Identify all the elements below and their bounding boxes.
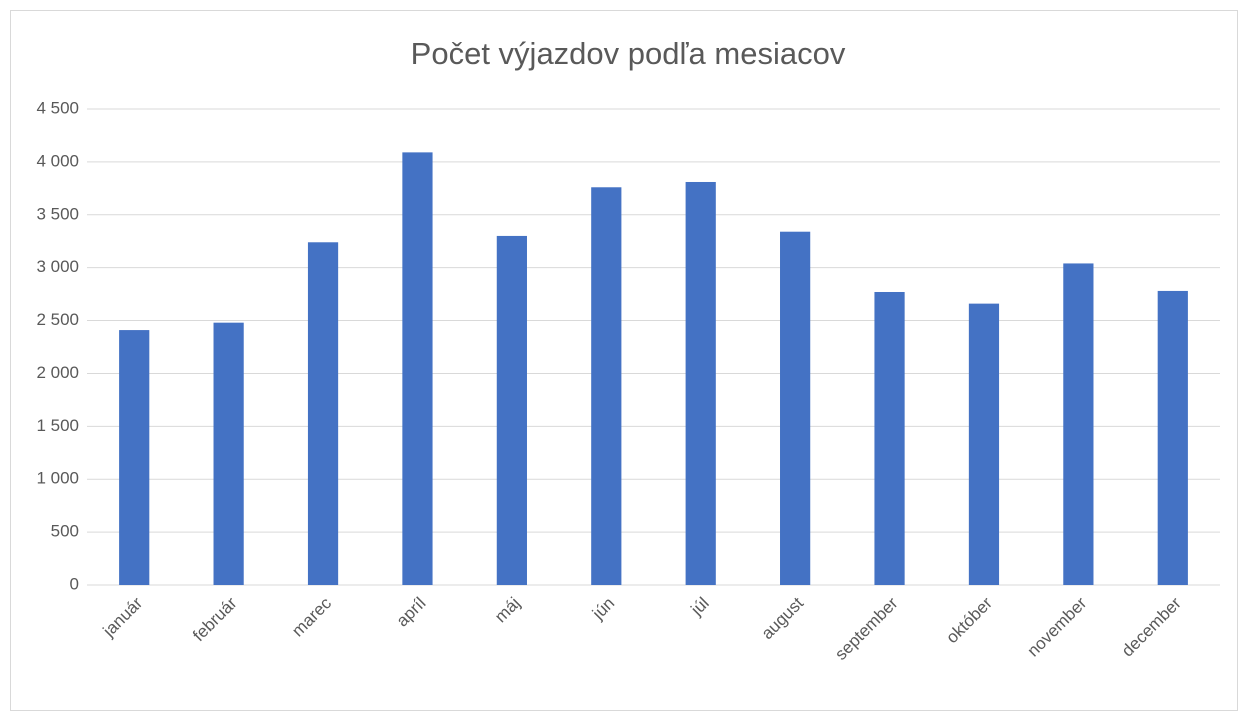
bar xyxy=(1157,290,1188,585)
y-tick-label: 3 000 xyxy=(36,257,79,276)
bar xyxy=(780,231,811,586)
y-tick-label: 2 000 xyxy=(36,363,79,382)
y-tick-label: 2 500 xyxy=(36,310,79,329)
bar xyxy=(402,152,433,585)
bar xyxy=(591,187,622,585)
y-tick-label: 1 500 xyxy=(36,416,79,435)
chart-border xyxy=(10,10,1238,711)
bar xyxy=(685,181,716,585)
bar xyxy=(213,322,244,585)
y-tick-label: 3 500 xyxy=(36,204,79,223)
y-tick-label: 1 000 xyxy=(36,469,79,488)
bar xyxy=(874,291,905,585)
bar xyxy=(307,242,339,585)
y-tick-label: 500 xyxy=(51,522,79,541)
y-tick-label: 4 500 xyxy=(36,98,79,117)
bar xyxy=(968,303,1000,585)
y-tick-label: 4 000 xyxy=(36,151,79,170)
bar xyxy=(1063,263,1094,585)
bar xyxy=(496,235,527,585)
chart-title: Počet výjazdov podľa mesiacov xyxy=(411,36,846,71)
y-tick-label: 0 xyxy=(70,574,79,593)
bar xyxy=(119,330,150,585)
